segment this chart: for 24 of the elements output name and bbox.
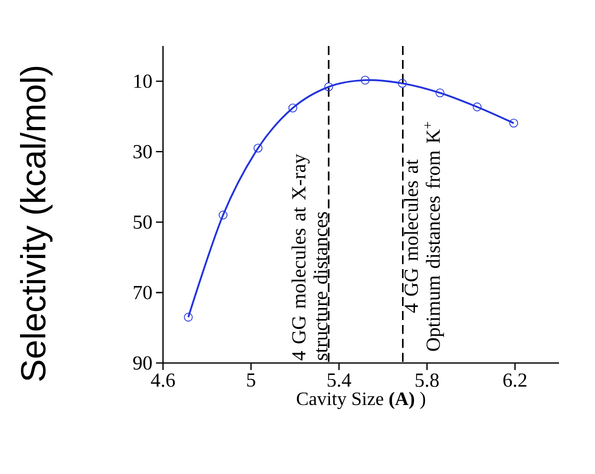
x-tick-label: 6.2	[503, 373, 526, 387]
y-tick-label: 10	[134, 74, 152, 88]
point	[324, 82, 334, 92]
point	[218, 210, 228, 220]
x-axis-title: Cavity Size (A) )	[296, 392, 426, 410]
y-tick-label: 30	[134, 144, 152, 158]
y-tick-label: 90	[133, 356, 152, 370]
x-tick-label: 4.6	[150, 373, 175, 387]
x-tick-label: 5.8	[416, 373, 439, 388]
point	[509, 118, 518, 128]
point	[398, 78, 407, 88]
point	[288, 104, 298, 112]
y-tick-label: 70	[134, 286, 152, 300]
y-tick-label: 50	[134, 215, 152, 229]
point	[472, 102, 482, 112]
x-tick-label: 5.4	[328, 373, 352, 387]
ref-line-label: 4 GG molecules at X-ray structure distances	[292, 154, 328, 360]
point	[254, 144, 262, 153]
point	[436, 88, 444, 98]
ref-line-label: 4 GG molecules at Optimum distances from K$^{+}$	[404, 122, 444, 351]
x-tick-label: 5	[247, 373, 256, 387]
point	[184, 312, 193, 322]
point	[360, 76, 370, 85]
y-axis-title: Selectivity (kcal/mol)	[20, 66, 53, 381]
